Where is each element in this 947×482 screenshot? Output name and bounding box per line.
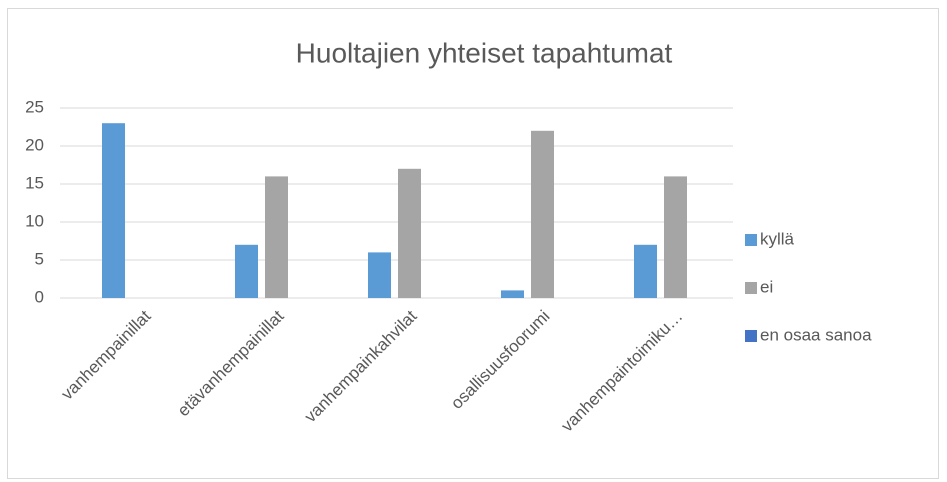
y-tick-label: 20 <box>25 135 44 154</box>
legend-swatch <box>745 330 757 342</box>
legend-swatch <box>745 234 757 246</box>
y-tick-label: 5 <box>35 249 44 268</box>
bar <box>634 244 657 298</box>
y-tick-label: 25 <box>25 97 44 116</box>
legend-label: kyllä <box>760 229 795 248</box>
y-tick-label: 10 <box>25 211 44 230</box>
legend-label: en osaa sanoa <box>760 325 872 344</box>
bar <box>235 244 258 298</box>
bar <box>368 252 391 298</box>
bar <box>531 130 554 298</box>
legend-label: ei <box>760 277 773 296</box>
bar <box>265 176 288 298</box>
bar <box>501 290 524 298</box>
chart-title: Huoltajien yhteiset tapahtumat <box>296 37 673 68</box>
y-tick-label: 15 <box>25 173 44 192</box>
legend-swatch <box>745 282 757 294</box>
y-tick-label: 0 <box>35 287 44 306</box>
chart-border <box>7 8 939 479</box>
bar <box>664 176 687 298</box>
bar <box>102 123 125 298</box>
bar <box>398 168 421 298</box>
